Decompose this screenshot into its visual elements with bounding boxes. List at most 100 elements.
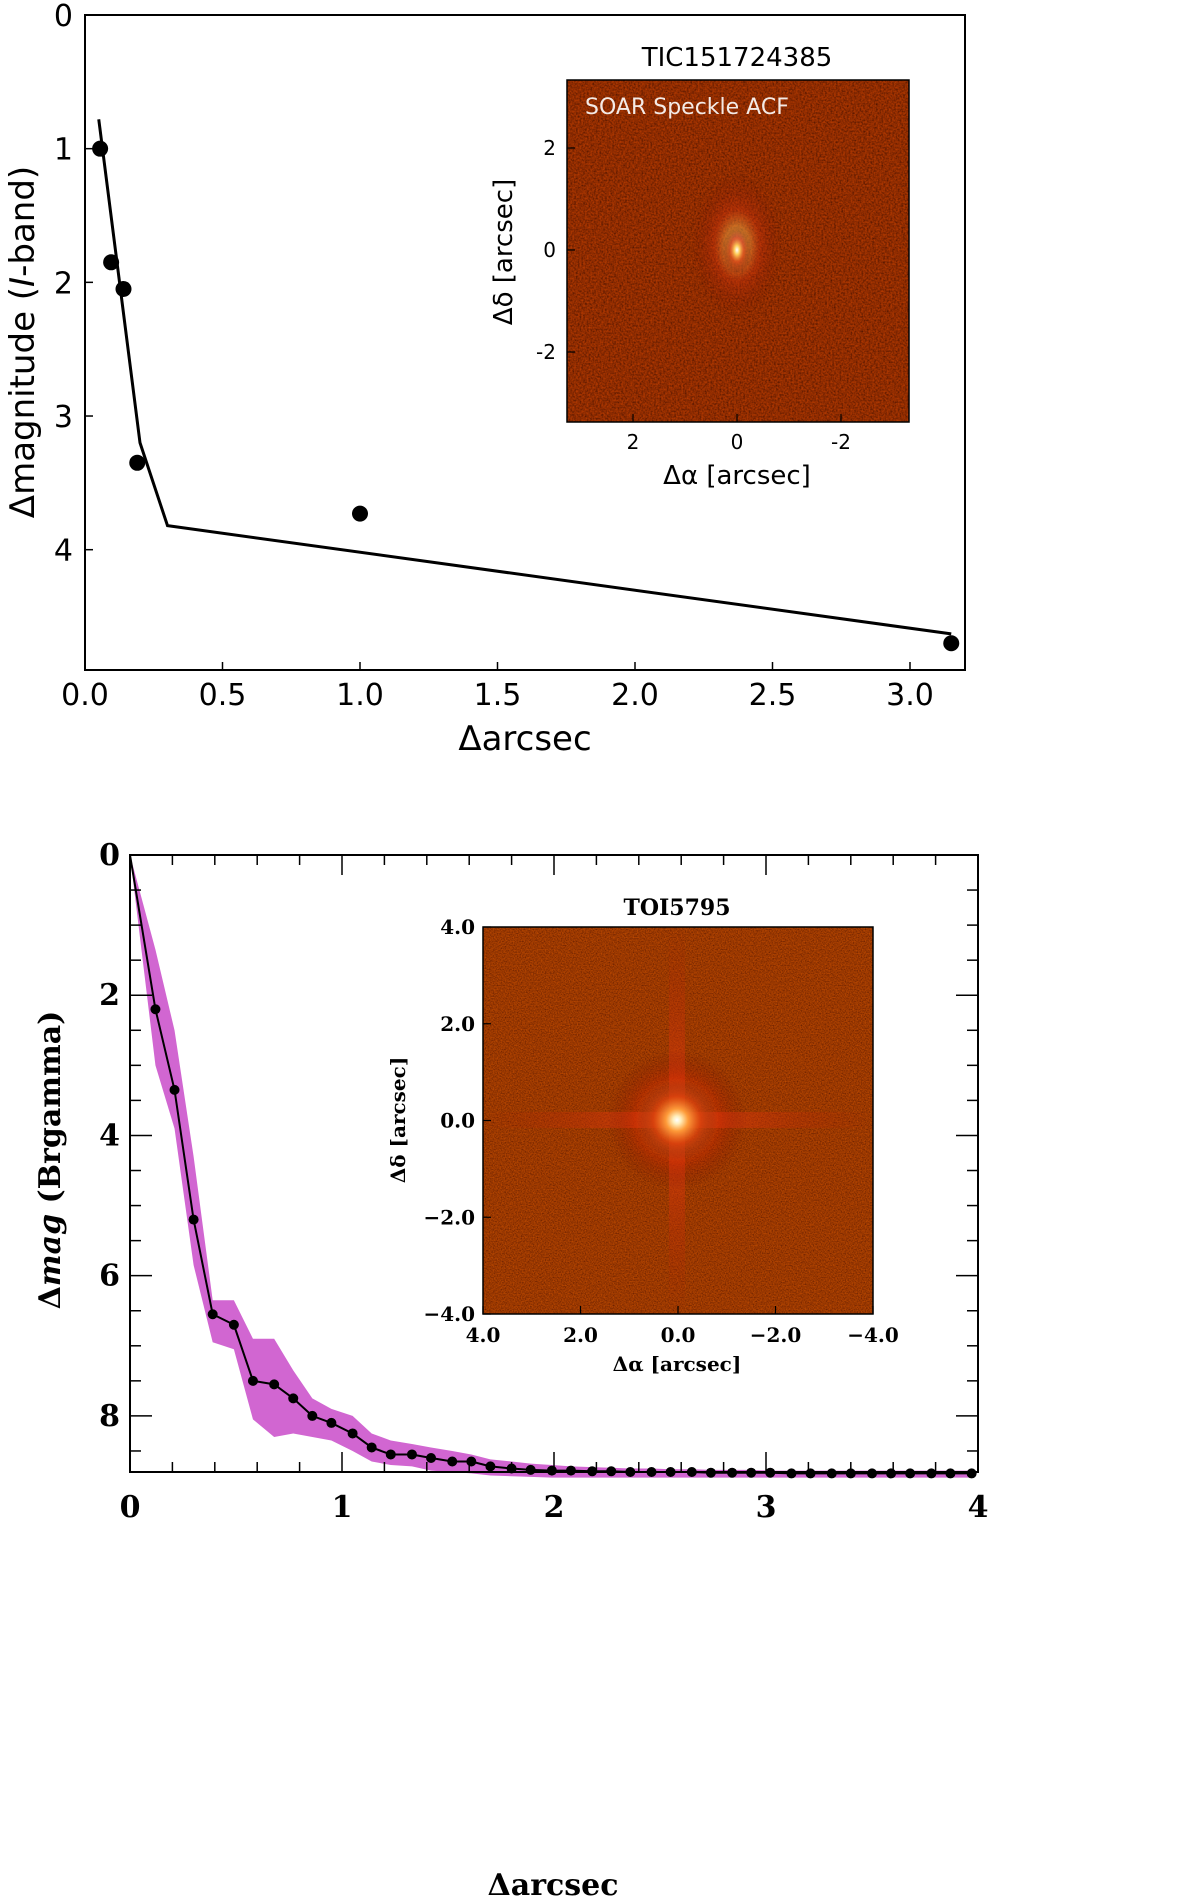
bottom-data-point bbox=[867, 1468, 877, 1479]
bottom-x-axis-label: Δarcsec bbox=[487, 1868, 618, 1903]
top-data-point bbox=[92, 140, 109, 157]
bottom-inset-x-tick-label: 0.0 bbox=[661, 1323, 696, 1347]
top-data-point bbox=[129, 454, 146, 471]
bottom-inset-x-label: Δα [arcsec] bbox=[613, 1352, 742, 1376]
top-plot-frame bbox=[84, 14, 966, 671]
bottom-data-point bbox=[228, 1319, 239, 1330]
bottom-data-point bbox=[150, 1004, 161, 1015]
top-x-tick-label: 3.0 bbox=[886, 678, 934, 713]
bottom-x-tick-label: 3 bbox=[756, 1490, 777, 1525]
top-x-tick-label: 1.0 bbox=[336, 678, 384, 713]
top-y-ticks: 0 1 2 3 4 bbox=[54, 0, 93, 569]
top-x-tick-label: 2.0 bbox=[611, 678, 659, 713]
bottom-data-point bbox=[845, 1468, 856, 1479]
bottom-y-axis-label: Δmag (Brgamma) bbox=[33, 1011, 68, 1310]
bottom-y-tick-label: 4 bbox=[99, 1118, 120, 1153]
bottom-data-point bbox=[905, 1468, 916, 1479]
bottom-data-point bbox=[188, 1214, 199, 1225]
bottom-x-tick-label: 0 bbox=[120, 1490, 141, 1525]
top-x-tick-label: 1.5 bbox=[474, 678, 522, 713]
bottom-data-point bbox=[926, 1468, 937, 1479]
bottom-data-point bbox=[385, 1449, 396, 1460]
top-data-point bbox=[103, 254, 120, 271]
bottom-inset-x-tick-label: 4.0 bbox=[466, 1323, 501, 1347]
bottom-data-point bbox=[288, 1393, 299, 1404]
bottom-inset-ticks: 4.0 2.0 0.0 −2.0 −4.04.02.00.0−2.0−4.0 bbox=[423, 915, 898, 1347]
bottom-data-point bbox=[485, 1461, 496, 1472]
top-inset-y-label: Δδ [arcsec] bbox=[489, 179, 519, 325]
top-data-point bbox=[943, 635, 960, 652]
top-contrast-curve bbox=[97, 119, 952, 636]
top-inset-y-tick-label: 0 bbox=[543, 238, 556, 262]
top-inset-label: SOAR Speckle ACF bbox=[585, 95, 789, 120]
bottom-y-tick-label: 2 bbox=[99, 978, 120, 1013]
bottom-data-point bbox=[366, 1442, 377, 1453]
bottom-inset-y-tick-label: 2.0 bbox=[440, 1012, 475, 1036]
top-inset-x-tick-label: 2 bbox=[627, 430, 640, 454]
bottom-inset-y-label: Δδ [arcsec] bbox=[386, 1057, 410, 1184]
bottom-inset-x-tick-label: −2.0 bbox=[750, 1323, 802, 1347]
bottom-data-point bbox=[966, 1468, 977, 1479]
bottom-y-tick-label: 6 bbox=[99, 1259, 120, 1294]
top-x-axis-label: Δarcsec bbox=[458, 719, 591, 759]
top-inset-x-tick-label: -2 bbox=[831, 430, 851, 454]
bottom-data-point bbox=[307, 1410, 318, 1421]
top-inset-y-tick-label: 2 bbox=[543, 136, 556, 160]
top-inset: TIC151724385 SOAR Speckle ACF 2 0 -2 2 0 -2 Δ… bbox=[489, 43, 910, 491]
top-y-tick-label: 2 bbox=[54, 266, 73, 301]
bottom-inset-title: TOI5795 bbox=[623, 895, 730, 921]
bottom-inset-y-tick-label: 4.0 bbox=[440, 915, 475, 939]
bottom-x-tick-label: 4 bbox=[968, 1490, 989, 1525]
bottom-inset-y-tick-label: −2.0 bbox=[423, 1205, 475, 1229]
bottom-data-point bbox=[466, 1456, 477, 1467]
top-y-tick-label: 0 bbox=[54, 0, 73, 34]
bottom-inset-core bbox=[637, 1080, 717, 1160]
bottom-inset-x-tick-label: −4.0 bbox=[847, 1323, 899, 1347]
bottom-data-point bbox=[886, 1468, 897, 1479]
top-series bbox=[92, 119, 960, 652]
bottom-y-tick-label: 8 bbox=[99, 1399, 120, 1434]
top-y-tick-label: 1 bbox=[54, 133, 73, 168]
bottom-data-point bbox=[826, 1468, 837, 1479]
bottom-inset: TOI5795 4.0 2.0 0.0 −2.0 −4.04.02.00.0−2.0−4… bbox=[386, 895, 899, 1376]
bottom-data-point bbox=[565, 1465, 576, 1476]
bottom-x-ticks: 0 1 2 3 4 bbox=[120, 855, 989, 1525]
bottom-data-point bbox=[426, 1452, 437, 1463]
top-y-tick-label: 4 bbox=[54, 534, 73, 569]
top-data-point bbox=[352, 505, 368, 522]
bottom-data-point bbox=[786, 1468, 797, 1479]
bottom-inset-x-tick-label: 2.0 bbox=[563, 1323, 598, 1347]
bottom-y-ticks: 0 2 4 6 8 bbox=[99, 838, 978, 1452]
bottom-data-point bbox=[447, 1456, 458, 1467]
bottom-data-point bbox=[247, 1375, 258, 1386]
bottom-data-point bbox=[406, 1449, 417, 1460]
bottom-data-point bbox=[269, 1379, 280, 1390]
bottom-data-point bbox=[326, 1417, 337, 1428]
bottom-panel: 0 1 2 3 4 0 2 4 6 8 Δarcsec Δmag (Brgamma) TOI57… bbox=[33, 838, 988, 1903]
top-x-ticks: 0.0 0.5 1.0 1.5 2.0 2.5 3.0 bbox=[61, 662, 934, 713]
top-inset-core bbox=[723, 226, 751, 274]
top-inset-ticks: 2 0 -2 2 0 -2 bbox=[536, 136, 851, 454]
bottom-data-point bbox=[805, 1468, 816, 1479]
top-y-tick-label: 3 bbox=[54, 400, 73, 435]
top-inset-x-label: Δα [arcsec] bbox=[663, 461, 811, 491]
top-panel: 0.0 0.5 1.0 1.5 2.0 2.5 3.0 0 1 2 3 4 Δarcsec Δmag… bbox=[3, 0, 966, 759]
bottom-data-point bbox=[347, 1428, 358, 1439]
bottom-x-tick-label: 2 bbox=[544, 1490, 565, 1525]
top-data-point bbox=[115, 281, 132, 298]
top-inset-frame bbox=[566, 79, 910, 423]
bottom-x-tick-label: 1 bbox=[332, 1490, 353, 1525]
bottom-data-point bbox=[546, 1465, 557, 1476]
top-inset-x-tick-label: 0 bbox=[731, 430, 744, 454]
bottom-data-point bbox=[945, 1468, 956, 1479]
bottom-y-tick-label: 0 bbox=[99, 838, 120, 873]
top-x-tick-label: 0.0 bbox=[61, 678, 109, 713]
top-y-axis-label: Δmagnitude (I-band) bbox=[3, 166, 43, 518]
bottom-data-point bbox=[525, 1464, 536, 1475]
bottom-data-point bbox=[207, 1309, 218, 1320]
top-x-tick-label: 2.5 bbox=[749, 678, 797, 713]
bottom-inset-y-tick-label: 0.0 bbox=[440, 1109, 475, 1133]
top-inset-y-tick-label: -2 bbox=[536, 340, 556, 364]
top-x-tick-label: 0.5 bbox=[199, 678, 247, 713]
